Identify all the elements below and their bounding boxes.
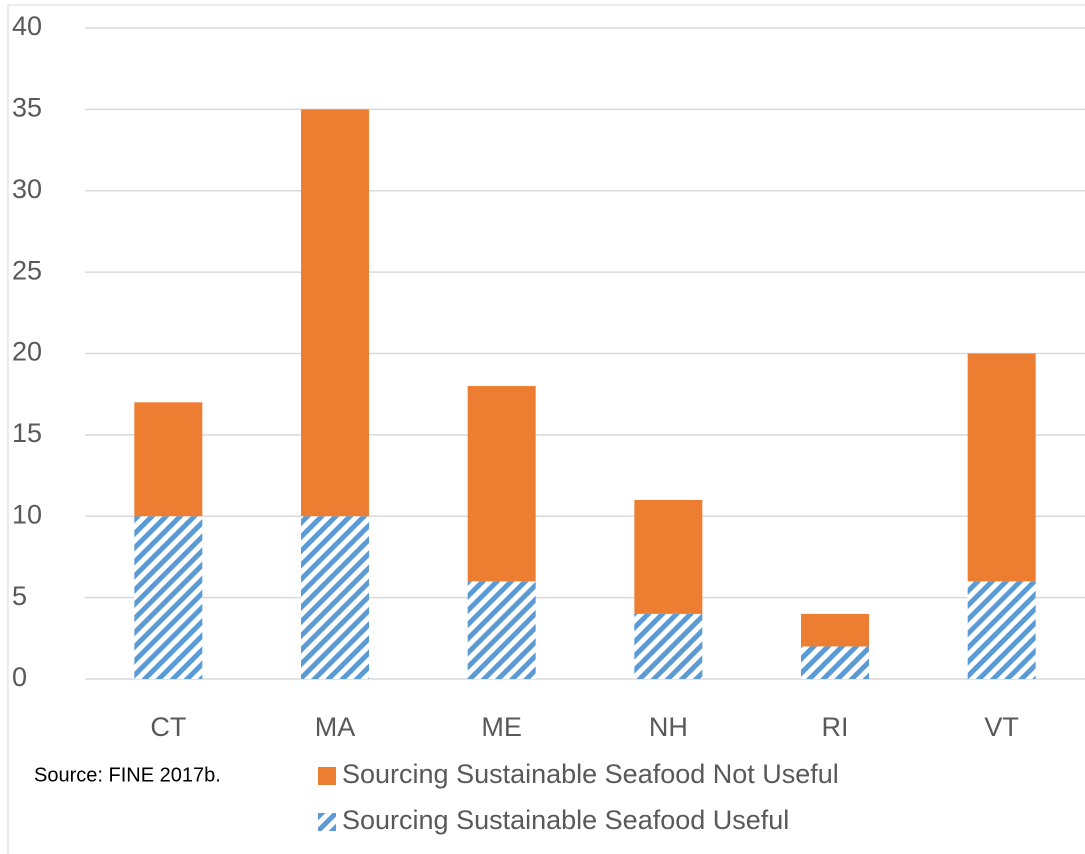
bar-segment [301, 516, 369, 679]
bar-segment [801, 613, 869, 647]
y-tick-label: 40 [12, 11, 42, 41]
legend-swatch [318, 813, 336, 831]
bar-segment [134, 516, 203, 679]
y-tick-label: 0 [12, 662, 27, 692]
legend-label: Sourcing Sustainable Seafood Useful [342, 805, 789, 835]
bar-segment [301, 109, 369, 517]
bar-segment [467, 386, 536, 582]
x-tick-label: CT [150, 712, 186, 742]
chart-frame [7, 4, 1085, 854]
source-note: Source: FINE 2017b. [34, 764, 221, 786]
legend-label: Sourcing Sustainable Seafood Not Useful [342, 759, 839, 789]
bar-segment [467, 581, 536, 679]
x-tick-label: VT [984, 712, 1019, 742]
bar-segment [134, 402, 203, 517]
x-tick-label: ME [481, 712, 522, 742]
x-tick-label: MA [315, 712, 356, 742]
bar-segment [801, 646, 869, 679]
y-tick-label: 10 [12, 499, 42, 529]
legend-swatch [318, 767, 336, 785]
x-tick-label: NH [649, 712, 688, 742]
bar-segment [967, 581, 1036, 679]
y-tick-label: 5 [12, 581, 27, 611]
x-tick-label: RI [822, 712, 849, 742]
y-tick-label: 15 [12, 418, 42, 448]
y-tick-label: 30 [12, 174, 42, 204]
bar-segment [634, 499, 703, 614]
y-tick-label: 25 [12, 255, 42, 285]
bar-segment [634, 613, 703, 679]
y-tick-label: 20 [12, 337, 42, 367]
bar-segment [967, 353, 1036, 582]
y-tick-label: 35 [12, 93, 42, 123]
